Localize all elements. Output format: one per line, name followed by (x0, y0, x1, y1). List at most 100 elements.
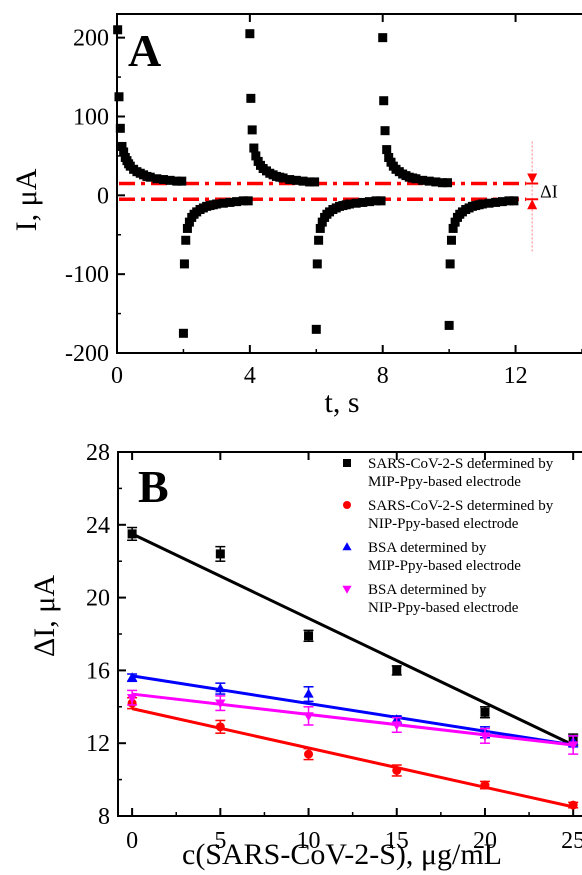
panel-a-x-axis-label: t, s (324, 386, 359, 419)
panel-a-plot-area: 0 4 8 12 -200 -100 0 100 200 (65, 13, 582, 389)
panel-a-data-point (358, 197, 368, 207)
panel-a-x-tick-label: 0 (111, 363, 123, 389)
legend-entry-text: BSA determined by (368, 540, 487, 556)
panel-a-data-point (278, 173, 288, 183)
panel-a-y-tick-label: -100 (65, 262, 109, 288)
panel-a-data-point (379, 96, 389, 106)
panel-a-x-tick-label: 12 (504, 363, 528, 389)
delta-i-arrow-bottom (527, 199, 538, 210)
panel-a-data-point (179, 259, 189, 269)
panel-b-data-point (568, 741, 579, 751)
panel-b-data-point (303, 712, 314, 722)
panel-a-data-point (448, 223, 458, 233)
delta-i-arrow-top (527, 173, 538, 184)
panel-a-data-point (431, 177, 441, 187)
panel-a-data-point (165, 175, 175, 185)
panel-a-data-point (314, 235, 324, 245)
panel-a-y-tick-label: 200 (73, 26, 109, 52)
panel-a-data-point (159, 175, 168, 185)
panel-a-data-point (145, 172, 155, 182)
delta-i-annotation: ΔI (540, 181, 558, 201)
panel-a-data-point (249, 143, 259, 153)
panel-b-y-tick-label: 8 (98, 804, 110, 830)
panel-a-data-point (438, 178, 447, 188)
panel-a-data-point (509, 196, 519, 206)
panel-b-x-axis-label: c(SARS-CoV-2-S), μg/mL (182, 838, 502, 871)
panel-a-data-point (380, 126, 390, 136)
panel-b-data-point (126, 694, 138, 704)
panel-a-data-point (243, 196, 253, 206)
panel-b-data-point (215, 699, 226, 709)
panel-a-data-point (119, 147, 129, 157)
panel-a-data-point (351, 198, 361, 208)
panel-a-y-tick-label: 0 (97, 183, 109, 209)
panel-b-fit-line (131, 674, 574, 747)
panel-b-y-axis-label: ΔI, μA (28, 575, 61, 657)
panel-a-data-point (285, 175, 295, 185)
panel-b-fit-line (131, 707, 574, 809)
panel-a-data-point (450, 217, 460, 227)
panel-a-data-point (177, 176, 187, 186)
panel-b-plot-area: 0 5 10 15 20 25 8 12 16 20 24 28 (86, 440, 582, 854)
panel-b-data-point (215, 683, 226, 693)
legend-entry-text: MIP-Ppy-based electrode (368, 474, 521, 490)
legend-entry-text: MIP-Ppy-based electrode (368, 558, 521, 574)
panel-a-data-point (184, 217, 194, 227)
panel-a-data-point (251, 151, 261, 161)
panel-a-data-point (305, 177, 315, 187)
panel-b-x-tick-label: 10 (297, 828, 321, 854)
panel-a-data-point (497, 197, 507, 207)
legend-marker (342, 542, 352, 551)
panel-b-data-point (480, 780, 490, 790)
panel-b-fit-line (131, 532, 574, 747)
panel-b-data-point (392, 665, 402, 675)
panel-a-data-point (312, 259, 322, 269)
panel-a-data-point (245, 29, 255, 39)
panel-a-data-point (117, 141, 127, 151)
panel-a-y-axis-label: I, μA (10, 168, 43, 231)
panel-a-data-point (382, 145, 392, 155)
panel-a-data-point (411, 174, 421, 184)
panel-a-data-point (384, 152, 394, 162)
legend-entry-text: BSA determined by (368, 582, 487, 598)
panel-a-axes-frame (116, 13, 582, 354)
panel-a-data-point (376, 196, 386, 206)
panel-a-data-point (504, 196, 514, 206)
panel-a-y-tick-label: -200 (65, 341, 109, 367)
panel-a-data-point (315, 223, 325, 233)
panel-b-legend: SARS-CoV-2-S determined by MIP-Ppy-based … (342, 456, 554, 616)
panel-b-data-point (303, 688, 314, 698)
panel-b-data-point (126, 672, 138, 682)
panel-b-x-tick-label: 20 (473, 828, 497, 854)
panel-a-data-point (181, 235, 191, 245)
panel-b-x-tick-label: 25 (561, 828, 582, 854)
panel-a-data-point (378, 33, 388, 43)
panel-a-data-point (442, 178, 452, 188)
panel-a-data-point (114, 92, 124, 102)
panel-a-data-point (298, 176, 308, 186)
panel-a-data-point (212, 199, 222, 209)
panel-a-data-point (418, 175, 428, 185)
panel-a-y-tick-label: 100 (73, 104, 109, 130)
legend-marker (343, 459, 351, 467)
panel-b-data-point (392, 766, 402, 775)
legend-entry-text: SARS-CoV-2-S determined by (368, 456, 554, 472)
panel-a-data-point (238, 196, 248, 206)
panel-a-data-point (115, 123, 125, 133)
panel-b-y-tick-label: 16 (86, 658, 110, 684)
panel-a-data-point (364, 197, 374, 207)
panel-a-data-point (310, 177, 320, 187)
panel-b-y-tick-label: 20 (86, 586, 110, 612)
panel-b-x-tick-label: 15 (385, 828, 409, 854)
legend-entry-text: NIP-Ppy-based electrode (368, 600, 519, 616)
panel-b-label: B (138, 461, 169, 512)
panel-a-data-point (247, 125, 257, 135)
panel-b-data-point (304, 631, 314, 641)
panel-a-data-point (445, 259, 455, 269)
panel-a-data-point (172, 176, 182, 186)
panel-b-data-point (480, 707, 490, 717)
panel-b-data-point (391, 721, 402, 731)
panel-b-x-tick-label: 0 (126, 828, 138, 854)
panel-b-data-point (479, 732, 491, 742)
panel-a-data-point (371, 196, 381, 206)
